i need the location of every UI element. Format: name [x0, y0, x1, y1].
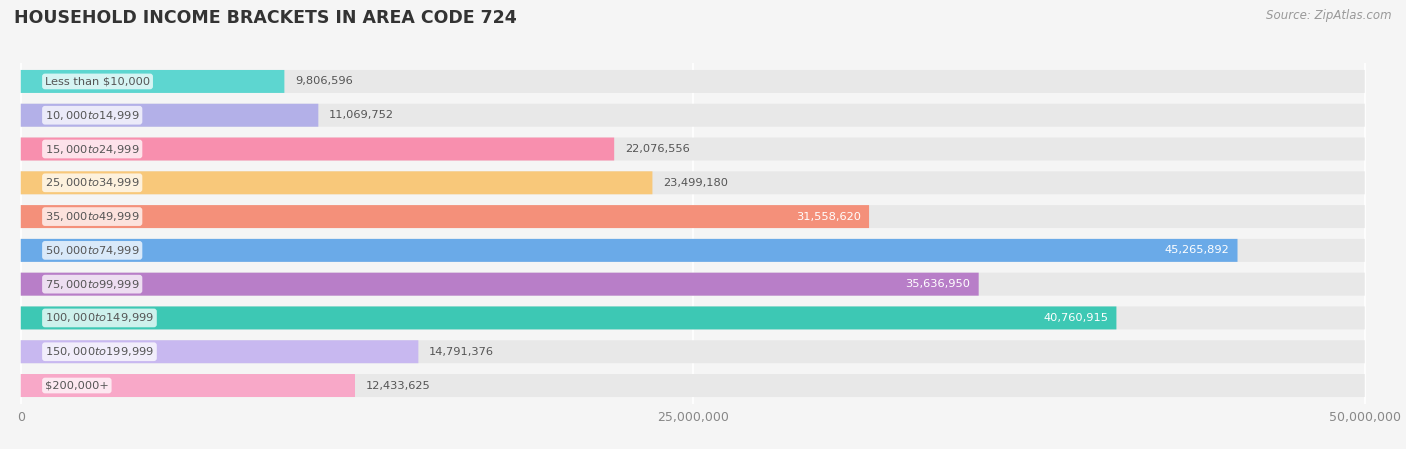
FancyBboxPatch shape [21, 172, 652, 194]
Text: 23,499,180: 23,499,180 [664, 178, 728, 188]
Text: Less than $10,000: Less than $10,000 [45, 76, 150, 87]
FancyBboxPatch shape [21, 340, 1365, 363]
Text: 35,636,950: 35,636,950 [905, 279, 970, 289]
Text: 40,760,915: 40,760,915 [1043, 313, 1108, 323]
FancyBboxPatch shape [21, 307, 1365, 330]
Text: $35,000 to $49,999: $35,000 to $49,999 [45, 210, 139, 223]
Text: $50,000 to $74,999: $50,000 to $74,999 [45, 244, 139, 257]
FancyBboxPatch shape [21, 239, 1237, 262]
Text: 11,069,752: 11,069,752 [329, 110, 394, 120]
FancyBboxPatch shape [21, 137, 614, 160]
Text: $10,000 to $14,999: $10,000 to $14,999 [45, 109, 139, 122]
Text: $75,000 to $99,999: $75,000 to $99,999 [45, 277, 139, 291]
FancyBboxPatch shape [21, 340, 419, 363]
FancyBboxPatch shape [21, 374, 354, 397]
FancyBboxPatch shape [21, 273, 1365, 295]
FancyBboxPatch shape [21, 307, 1116, 330]
Text: $100,000 to $149,999: $100,000 to $149,999 [45, 312, 153, 325]
FancyBboxPatch shape [21, 70, 284, 93]
FancyBboxPatch shape [21, 172, 1365, 194]
Text: $15,000 to $24,999: $15,000 to $24,999 [45, 142, 139, 155]
Text: 12,433,625: 12,433,625 [366, 380, 430, 391]
FancyBboxPatch shape [21, 104, 318, 127]
Text: 22,076,556: 22,076,556 [624, 144, 690, 154]
FancyBboxPatch shape [21, 273, 979, 295]
Text: Source: ZipAtlas.com: Source: ZipAtlas.com [1267, 9, 1392, 22]
Text: $25,000 to $34,999: $25,000 to $34,999 [45, 176, 139, 189]
FancyBboxPatch shape [21, 104, 1365, 127]
FancyBboxPatch shape [21, 137, 1365, 160]
Text: $200,000+: $200,000+ [45, 380, 108, 391]
Text: 14,791,376: 14,791,376 [429, 347, 494, 357]
Text: $150,000 to $199,999: $150,000 to $199,999 [45, 345, 153, 358]
FancyBboxPatch shape [21, 374, 1365, 397]
Text: 45,265,892: 45,265,892 [1164, 245, 1229, 255]
FancyBboxPatch shape [21, 239, 1365, 262]
Text: 9,806,596: 9,806,596 [295, 76, 353, 87]
FancyBboxPatch shape [21, 205, 869, 228]
FancyBboxPatch shape [21, 70, 1365, 93]
Text: 31,558,620: 31,558,620 [796, 211, 860, 222]
Text: HOUSEHOLD INCOME BRACKETS IN AREA CODE 724: HOUSEHOLD INCOME BRACKETS IN AREA CODE 7… [14, 9, 517, 27]
FancyBboxPatch shape [21, 205, 1365, 228]
